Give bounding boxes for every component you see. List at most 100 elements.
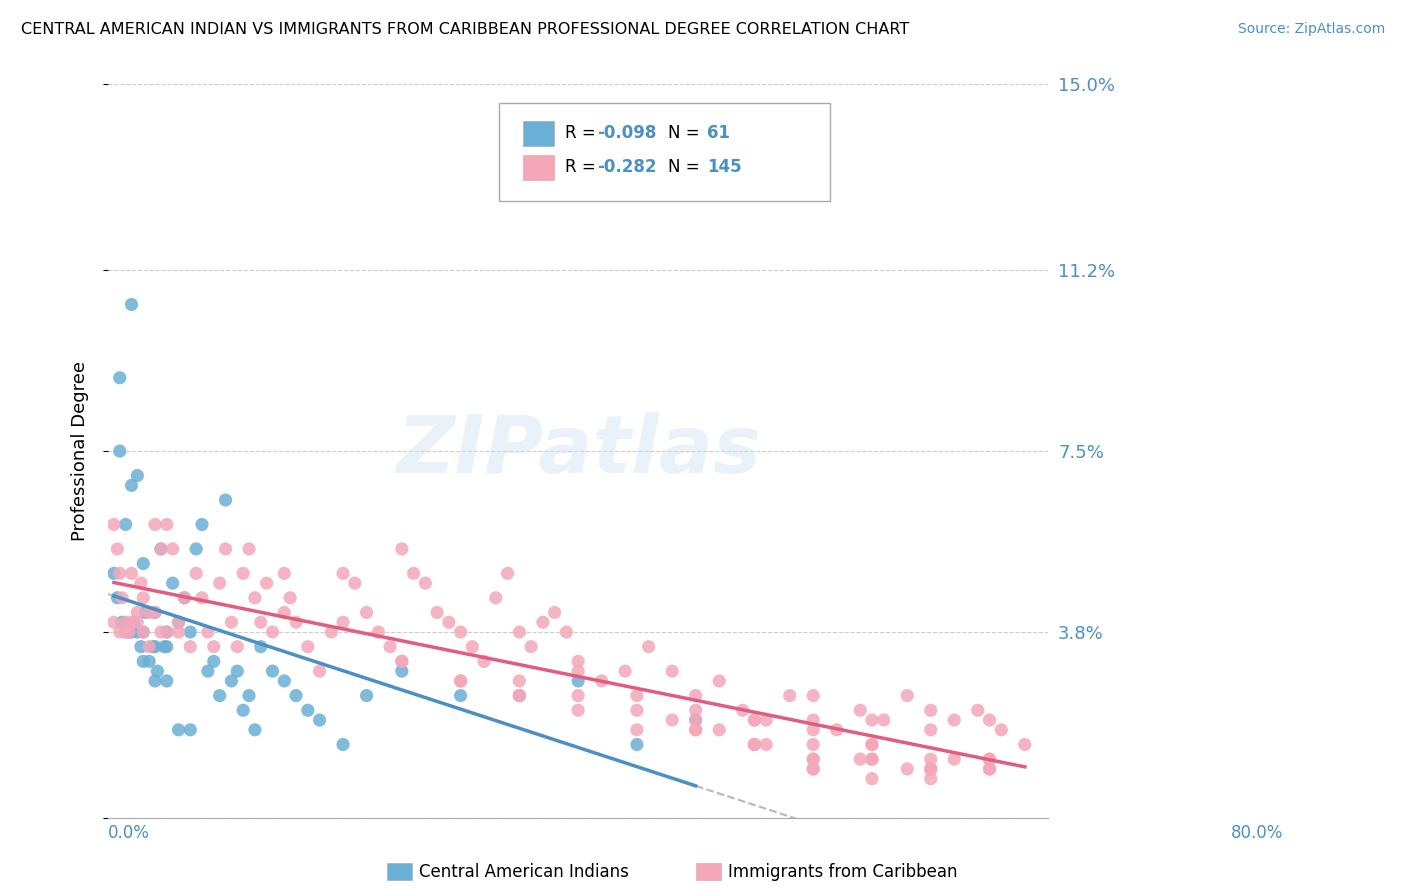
- Point: [108, 625, 131, 640]
- Point: [121, 615, 143, 630]
- Point: [214, 493, 236, 508]
- Point: [614, 664, 637, 678]
- Point: [920, 762, 942, 776]
- Point: [214, 541, 236, 556]
- Point: [138, 654, 160, 668]
- Point: [156, 517, 179, 532]
- Point: [801, 752, 824, 766]
- Point: [221, 615, 243, 630]
- Point: [332, 615, 354, 630]
- Point: [801, 762, 824, 776]
- Point: [202, 640, 225, 654]
- Point: [226, 640, 249, 654]
- Text: Source: ZipAtlas.com: Source: ZipAtlas.com: [1237, 22, 1385, 37]
- Point: [450, 673, 472, 688]
- Point: [920, 752, 942, 766]
- Point: [149, 541, 172, 556]
- Point: [801, 713, 824, 727]
- Point: [661, 664, 683, 678]
- Point: [744, 738, 766, 752]
- Point: [167, 615, 190, 630]
- Point: [920, 723, 942, 737]
- Text: 61: 61: [707, 124, 730, 142]
- Point: [143, 517, 166, 532]
- Point: [332, 566, 354, 581]
- Point: [221, 673, 243, 688]
- Point: [744, 713, 766, 727]
- Point: [156, 625, 179, 640]
- Point: [321, 625, 343, 640]
- Point: [146, 664, 169, 678]
- Point: [273, 606, 295, 620]
- Point: [508, 689, 530, 703]
- Point: [356, 606, 378, 620]
- Point: [920, 703, 942, 717]
- Point: [531, 615, 554, 630]
- Point: [567, 654, 589, 668]
- Text: N =: N =: [668, 158, 704, 176]
- Point: [637, 640, 659, 654]
- Point: [138, 640, 160, 654]
- Point: [103, 615, 125, 630]
- Point: [626, 703, 648, 717]
- Point: [896, 689, 918, 703]
- Point: [243, 591, 266, 605]
- Text: CENTRAL AMERICAN INDIAN VS IMMIGRANTS FROM CARIBBEAN PROFESSIONAL DEGREE CORRELA: CENTRAL AMERICAN INDIAN VS IMMIGRANTS FR…: [21, 22, 910, 37]
- Point: [661, 713, 683, 727]
- Point: [873, 713, 896, 727]
- Point: [391, 541, 413, 556]
- Point: [308, 664, 330, 678]
- Point: [685, 713, 707, 727]
- Point: [567, 673, 589, 688]
- Point: [943, 752, 966, 766]
- Point: [979, 752, 1001, 766]
- Point: [121, 478, 143, 492]
- Point: [450, 689, 472, 703]
- Point: [129, 640, 152, 654]
- Point: [709, 723, 731, 737]
- Point: [825, 723, 848, 737]
- Point: [755, 713, 778, 727]
- Point: [122, 615, 145, 630]
- Point: [108, 566, 131, 581]
- Point: [186, 566, 208, 581]
- Point: [744, 738, 766, 752]
- Point: [779, 689, 801, 703]
- Point: [626, 723, 648, 737]
- Point: [801, 738, 824, 752]
- Text: 0.0%: 0.0%: [108, 823, 150, 842]
- Point: [1014, 738, 1036, 752]
- Point: [143, 640, 166, 654]
- Point: [197, 625, 219, 640]
- Point: [860, 772, 883, 786]
- Point: [543, 606, 565, 620]
- Point: [208, 576, 231, 591]
- Point: [485, 591, 508, 605]
- Point: [979, 762, 1001, 776]
- Point: [744, 713, 766, 727]
- Point: [262, 625, 284, 640]
- Point: [461, 640, 484, 654]
- Point: [979, 752, 1001, 766]
- Point: [149, 541, 172, 556]
- Point: [132, 557, 155, 571]
- Point: [132, 625, 155, 640]
- Point: [520, 640, 543, 654]
- Point: [685, 723, 707, 737]
- Point: [391, 654, 413, 668]
- Point: [167, 615, 190, 630]
- Point: [249, 615, 271, 630]
- Point: [156, 625, 179, 640]
- Point: [285, 615, 308, 630]
- Point: [496, 566, 519, 581]
- Point: [920, 762, 942, 776]
- Point: [114, 517, 136, 532]
- Point: [243, 723, 266, 737]
- Text: -0.098: -0.098: [598, 124, 657, 142]
- Point: [849, 752, 872, 766]
- Point: [685, 713, 707, 727]
- Point: [105, 541, 128, 556]
- Point: [179, 723, 201, 737]
- Text: Immigrants from Caribbean: Immigrants from Caribbean: [728, 863, 957, 881]
- Point: [129, 576, 152, 591]
